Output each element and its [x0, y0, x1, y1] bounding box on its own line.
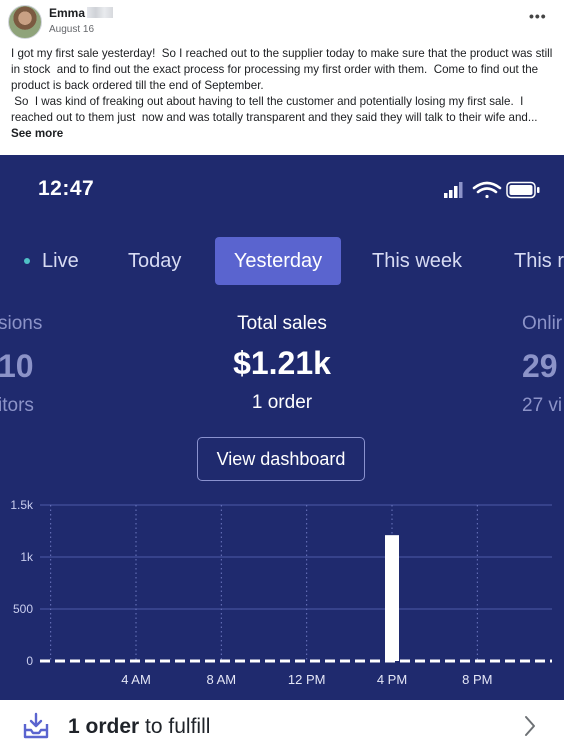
x-tick-label: 4 PM [377, 672, 407, 687]
total-sales-label: Total sales [237, 313, 327, 334]
visitors-label: itors [0, 395, 34, 416]
live-dot-icon [24, 258, 30, 264]
sessions-label: sions [0, 313, 43, 334]
post-date[interactable]: August 16 [49, 24, 95, 35]
redacted-surname [87, 7, 114, 18]
y-tick-label: 1.5k [10, 498, 34, 512]
hourly-sales-chart: 0 500 1k 1.5k 4 AM 8 AM 12 PM 4 PM 8 PM [10, 498, 552, 687]
author-name-text[interactable]: Emma [49, 6, 86, 20]
online-store-label: Onlir [522, 313, 563, 334]
tab-this-week[interactable]: This week [372, 250, 463, 272]
date-range-tabs: Live Today Yesterday This week This r [0, 237, 564, 285]
tab-live[interactable]: Live [42, 250, 79, 272]
view-dashboard-button[interactable]: View dashboard [197, 437, 365, 481]
y-tick-label: 500 [13, 602, 33, 616]
to-fulfill-label: to fulfill [139, 715, 211, 738]
x-tick-label: 4 AM [121, 672, 151, 687]
wifi-icon [472, 181, 502, 199]
orders-to-fulfill-text: 1 order to fulfill [68, 715, 210, 739]
status-bar-icons [444, 181, 540, 199]
tab-this-month[interactable]: This r [514, 250, 564, 272]
sessions-value: 10 [0, 348, 34, 384]
y-tick-label: 1k [20, 550, 34, 564]
x-tick-label: 8 PM [462, 672, 492, 687]
author-avatar[interactable] [8, 5, 42, 39]
more-dots-icon[interactable]: ••• [529, 8, 547, 24]
signal-icon [444, 182, 463, 198]
post-paragraph-2-text: So I was kind of freaking out about havi… [11, 95, 538, 124]
order-count-bold: 1 order [68, 715, 140, 738]
order-count: 1 order [251, 392, 313, 413]
status-bar-time: 12:47 [38, 177, 95, 200]
post-paragraph-2: So I was kind of freaking out about havi… [11, 94, 556, 142]
sales-bar [385, 535, 399, 661]
x-tick-label: 8 AM [207, 672, 237, 687]
total-sales-metric[interactable]: Total sales $1.21k 1 order [182, 313, 382, 414]
battery-icon [506, 181, 540, 199]
post-body: I got my first sale yesterday! So I reac… [11, 46, 556, 142]
chevron-right-icon[interactable] [523, 714, 537, 738]
see-more-link[interactable]: See more [11, 127, 64, 140]
orders-to-fulfill-row[interactable]: 1 order to fulfill [0, 700, 564, 755]
online-store-value: 29 [522, 348, 558, 384]
tab-yesterday[interactable]: Yesterday [215, 237, 341, 285]
inbox-download-icon [23, 712, 49, 739]
author-name[interactable]: Emma [49, 6, 114, 20]
tab-today[interactable]: Today [128, 250, 182, 272]
total-sales-value: $1.21k [233, 345, 331, 381]
y-tick-label: 0 [26, 654, 33, 668]
online-visitors-label: 27 vi [522, 395, 563, 416]
shopify-analytics-screenshot: 12:47 Live Today Yesterday This week Thi… [0, 155, 564, 700]
facebook-post: Emma August 16 ••• I got my first sale y… [0, 0, 564, 155]
x-tick-label: 12 PM [288, 672, 326, 687]
post-paragraph-1: I got my first sale yesterday! So I reac… [11, 47, 556, 92]
